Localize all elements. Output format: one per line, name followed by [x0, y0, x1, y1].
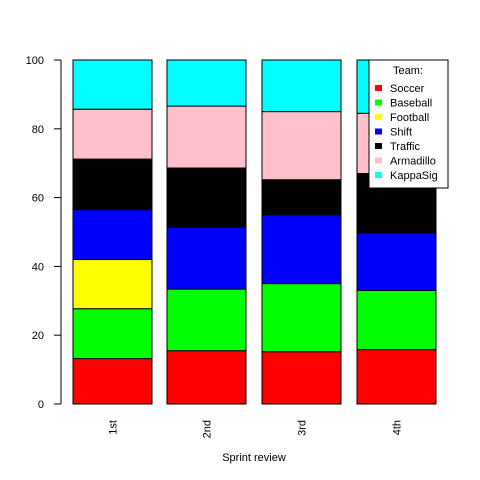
y-tick-label: 20 [32, 330, 44, 342]
y-tick-label: 40 [32, 261, 44, 273]
x-category-label: 4th [392, 420, 404, 435]
bar-segment-soccer-4th [356, 349, 437, 405]
bar-segment-baseball-2nd [166, 288, 247, 352]
y-tick-label: 0 [38, 399, 44, 411]
y-axis: 0 20 40 60 80 100 [26, 55, 62, 411]
legend-swatch-baseball [375, 99, 382, 106]
bar-segment-traffic-3rd [261, 179, 342, 216]
legend-swatch-football [375, 114, 382, 120]
bar-segment-kappasig-1st [72, 59, 153, 110]
bar-segment-armadillo-2nd [166, 105, 247, 169]
legend-title: Team: [393, 65, 423, 77]
legend-label-armadillo: Armadillo [390, 156, 436, 168]
x-axis-label: Sprint review [222, 452, 286, 464]
legend-label-traffic: Traffic [390, 141, 420, 153]
x-category-label: 3rd [297, 420, 309, 436]
bar-segment-traffic-1st [72, 158, 153, 211]
bar-segment-kappasig-2nd [166, 59, 247, 107]
legend-swatch-shift [375, 128, 382, 135]
x-category-label: 2nd [202, 420, 214, 438]
bar-segment-shift-4th [356, 232, 437, 291]
bar-segment-soccer-2nd [166, 350, 247, 405]
legend-label-soccer: Soccer [390, 83, 425, 95]
bar-segment-soccer-1st [72, 358, 153, 405]
bar-segment-shift-3rd [261, 214, 342, 285]
legend-label-football: Football [390, 112, 429, 124]
bar-segment-baseball-1st [72, 308, 153, 360]
legend-swatch-soccer [375, 85, 382, 91]
bar-segment-soccer-3rd [261, 351, 342, 405]
y-tick-label: 80 [32, 124, 44, 136]
bars-group [72, 59, 437, 405]
bar-segment-shift-2nd [166, 226, 247, 290]
bar-segment-traffic-2nd [166, 167, 247, 228]
bar-segment-football-1st [72, 259, 153, 310]
bar-segment-baseball-3rd [261, 283, 342, 353]
y-tick-label: 60 [32, 193, 44, 205]
bar-segment-baseball-4th [356, 289, 437, 351]
legend-swatch-armadillo [375, 157, 382, 164]
legend-label-shift: Shift [390, 127, 412, 139]
bar-segment-armadillo-1st [72, 108, 153, 160]
legend-label-kappasig: KappaSig [390, 170, 438, 182]
legend-swatch-traffic [375, 143, 382, 149]
legend-label-baseball: Baseball [390, 98, 432, 110]
legend-swatch-kappasig [375, 172, 382, 178]
legend: Team: Soccer Baseball Football Shift Traffic A… [368, 59, 449, 189]
bar-segment-kappasig-3rd [261, 59, 342, 113]
x-category-label: 1st [108, 420, 120, 435]
x-axis: 1st 2nd 3rd 4th [108, 420, 404, 438]
bar-segment-armadillo-3rd [261, 111, 342, 181]
legend-box [368, 59, 449, 189]
y-tick-label: 100 [26, 55, 44, 67]
bar-segment-shift-1st [72, 209, 153, 261]
